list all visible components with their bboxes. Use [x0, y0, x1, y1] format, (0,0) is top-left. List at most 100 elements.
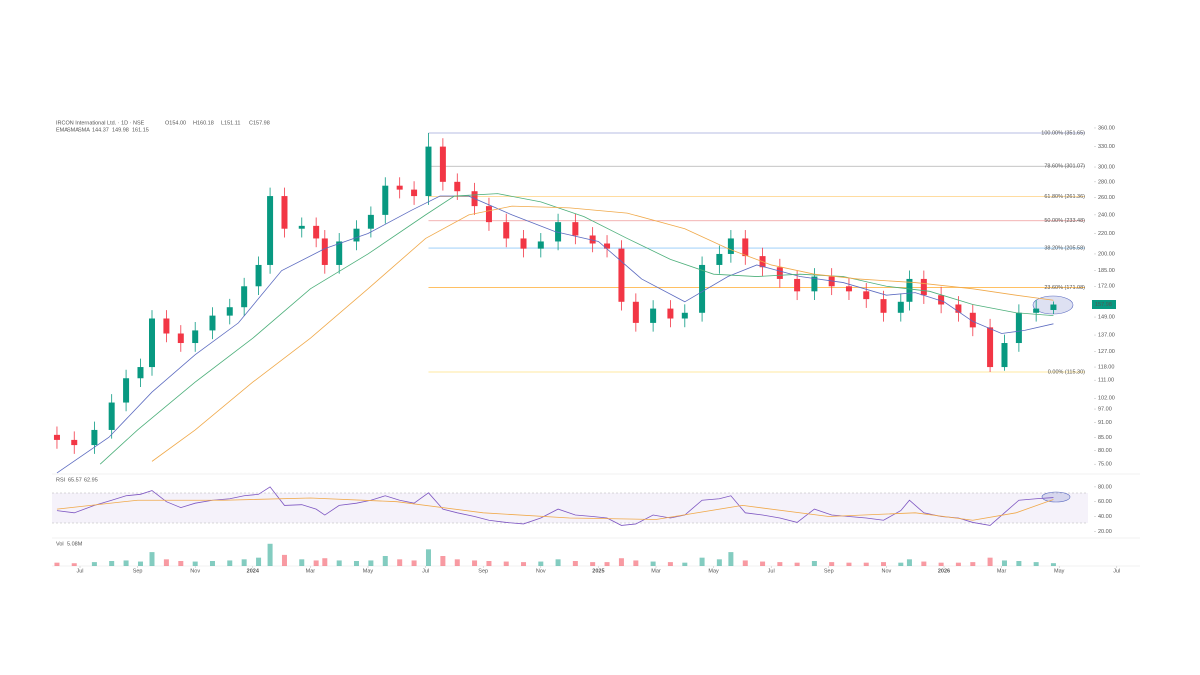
volume-bar [299, 559, 305, 566]
volume-bar [811, 561, 817, 566]
volume-bar [227, 560, 233, 566]
volume-bar [503, 561, 509, 566]
volume-bar [699, 557, 705, 566]
volume-bar [829, 562, 835, 566]
volume-bar [618, 558, 624, 566]
moving-average [151, 205, 1054, 462]
fib-label: 0.00% (115.30) [1048, 369, 1085, 375]
volume-bar [921, 561, 927, 566]
y-tick-label: 137.00 [1098, 333, 1115, 339]
volume-bar [987, 557, 993, 566]
y-tick-label: 111.00 [1098, 378, 1114, 384]
y-tick-label: 102.00 [1098, 396, 1115, 402]
fib-label: 61.80% (261.36) [1044, 194, 1085, 200]
candle-body [716, 253, 723, 265]
fib-label: 50.00% (233.48) [1044, 218, 1085, 224]
rsi-title: RSI [56, 477, 66, 483]
volume-bar [267, 543, 273, 566]
x-tick-label: Jul [768, 568, 775, 574]
candle-body [281, 196, 288, 229]
candle-body [241, 286, 248, 308]
candle-body [897, 301, 904, 313]
last-price: 157.98 [1095, 302, 1112, 308]
candle-body [382, 185, 389, 215]
volume-bar [256, 557, 262, 566]
volume-bar [1033, 562, 1039, 566]
volume-bar [938, 562, 944, 566]
candle-body [727, 238, 734, 254]
volume-bar [760, 561, 766, 566]
y-tick-label: 300.00 [1098, 164, 1115, 170]
rsi-band [52, 493, 1088, 523]
y-tick-label: 118.00 [1098, 365, 1114, 371]
volume-bar [881, 562, 887, 566]
volume-bar [906, 559, 912, 566]
volume-bar [572, 561, 578, 566]
volume-bar [209, 561, 215, 566]
candle-body [589, 235, 596, 244]
volume-bar [336, 560, 342, 566]
indicator-name: SMA [67, 127, 79, 133]
candle-body [353, 228, 360, 242]
volume-title: Vol [56, 541, 64, 547]
y-tick-label: 80.00 [1098, 484, 1112, 490]
x-tick-label: Mar [306, 568, 316, 574]
candle-body [396, 185, 403, 190]
volume-bar [970, 562, 976, 566]
volume-bar [650, 561, 656, 566]
candle-body [454, 181, 461, 192]
x-tick-label: May [708, 568, 719, 574]
volume-bar [742, 560, 748, 566]
candle-body [255, 264, 262, 287]
candle-body [91, 429, 98, 446]
candle-body [367, 214, 374, 229]
volume-bar [137, 561, 143, 566]
indicator-value: 161.15 [132, 127, 149, 133]
candle-body [863, 291, 870, 300]
candle-body [742, 238, 749, 257]
y-tick-label: 75.00 [1098, 462, 1112, 468]
volume-bar [846, 562, 852, 566]
y-tick-label: 80.00 [1098, 448, 1112, 454]
y-tick-label: 97.00 [1098, 407, 1112, 413]
candle-body [880, 299, 887, 313]
candle-body [987, 327, 994, 368]
candle-body [123, 378, 130, 403]
volume-bar [109, 561, 115, 566]
candle-body [71, 439, 78, 446]
candle-body [794, 278, 801, 292]
candle-body [811, 276, 818, 292]
fib-label: 100.00% (351.65) [1041, 130, 1085, 136]
volume-bar [192, 561, 198, 566]
x-tick-label: 2025 [592, 568, 604, 574]
volume-bar [322, 558, 328, 566]
volume-bar [777, 562, 783, 566]
candle-body [938, 295, 945, 305]
ohlc-label: C157.98 [249, 120, 270, 126]
candle-body [313, 225, 320, 239]
y-tick-label: 200.00 [1098, 251, 1115, 257]
volume-bar [54, 562, 60, 566]
candle-body [267, 196, 274, 265]
volume-bar [633, 560, 639, 566]
highlight [1041, 491, 1071, 503]
y-tick-label: 330.00 [1098, 144, 1115, 150]
volume-bar [728, 552, 734, 566]
candle-body [1050, 304, 1057, 310]
rsi-value: 65.57 [68, 477, 82, 483]
candle-body [955, 304, 962, 313]
fib-label: 38.20% (205.58) [1044, 246, 1085, 252]
candle-body [411, 189, 418, 197]
y-tick-label: 240.00 [1098, 212, 1115, 218]
x-tick-label: Jul [422, 568, 429, 574]
candle-body [572, 222, 579, 236]
candle-body [226, 307, 233, 316]
y-tick-label: 149.00 [1098, 315, 1115, 321]
candle-body [149, 318, 155, 368]
y-tick-label: 280.00 [1098, 179, 1115, 185]
candle-body [177, 333, 184, 344]
volume-bar [538, 561, 544, 566]
x-tick-label: Mar [651, 568, 661, 574]
candle-body [604, 243, 611, 249]
